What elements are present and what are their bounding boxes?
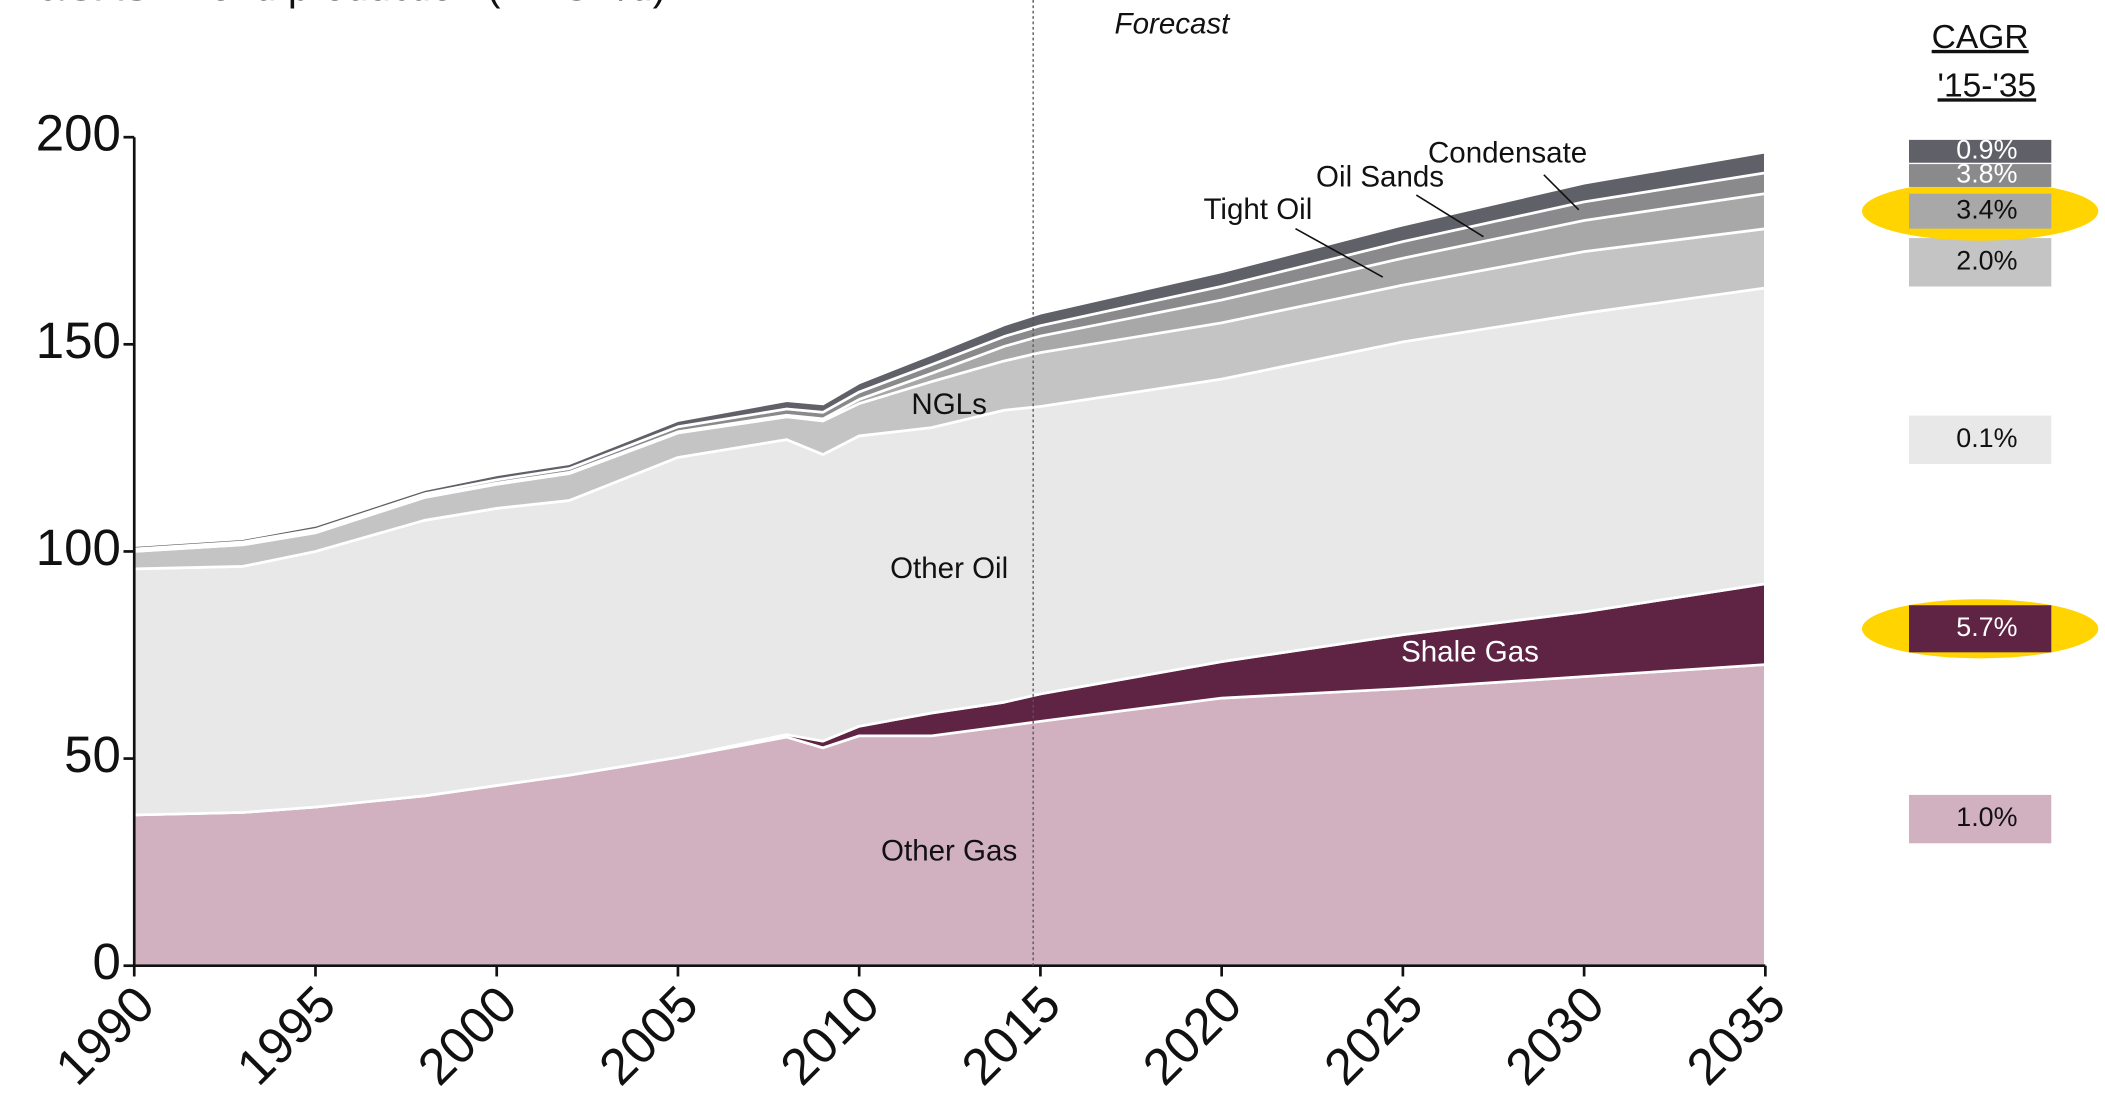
y-tick-label: 50: [64, 726, 121, 783]
cagr-label: 3.8%: [1956, 159, 2017, 189]
x-tick-label: 2030: [1494, 975, 1614, 1096]
y-tick-label: 150: [36, 312, 121, 369]
x-tick-label: 1990: [44, 975, 164, 1096]
chart-title: OIL&GAS: World production (MBOE/d): [0, 0, 666, 9]
leader-line: [1415, 194, 1484, 238]
cagr-box: [1908, 238, 2052, 287]
cagr-box: [1908, 193, 2052, 229]
cagr-period: '15-'35: [1938, 67, 2037, 104]
cagr-title: CAGR: [1932, 19, 2029, 56]
cagr-label: 0.9%: [1956, 134, 2017, 164]
series-label: Shale Gas: [1401, 635, 1539, 668]
x-tick-label: 2025: [1313, 975, 1433, 1096]
cagr-box: [1908, 415, 2052, 465]
x-tick-label: 1995: [226, 975, 346, 1096]
y-tick-label: 100: [36, 519, 121, 576]
leader-line: [1295, 227, 1384, 278]
series-label: NGLs: [911, 388, 986, 421]
cagr-label: 1.0%: [1956, 802, 2017, 832]
cagr-label: 5.7%: [1956, 612, 2017, 642]
leader-line: [1543, 174, 1580, 211]
series-label: Tight Oil: [1203, 193, 1312, 226]
series-label: Other Gas: [881, 835, 1017, 868]
forecast-label: Forecast: [1115, 7, 1232, 40]
cagr-label: 0.1%: [1956, 423, 2017, 453]
x-tick-label: 2000: [407, 975, 527, 1096]
series-label: Other Oil: [890, 552, 1008, 585]
x-tick-label: 2015: [951, 975, 1071, 1096]
cagr-label: 3.4%: [1956, 194, 2017, 224]
x-tick-label: 2010: [769, 975, 889, 1096]
x-tick-label: 2020: [1132, 975, 1252, 1096]
cagr-box: [1908, 139, 2052, 163]
series-label: Condensate: [1428, 136, 1587, 169]
cagr-box: [1908, 164, 2052, 187]
cagr-box: [1908, 605, 2052, 653]
areas: [132, 150, 1767, 968]
x-tick-label: 2005: [588, 975, 708, 1096]
cagr-label: 2.0%: [1956, 245, 2017, 275]
cagr-box: [1908, 794, 2052, 844]
area: [132, 150, 1767, 551]
y-tick-label: 0: [92, 933, 120, 990]
series-label: Oil Sands: [1316, 161, 1444, 194]
y-tick-label: 200: [36, 105, 121, 162]
x-tick-label: 2035: [1676, 975, 1796, 1096]
